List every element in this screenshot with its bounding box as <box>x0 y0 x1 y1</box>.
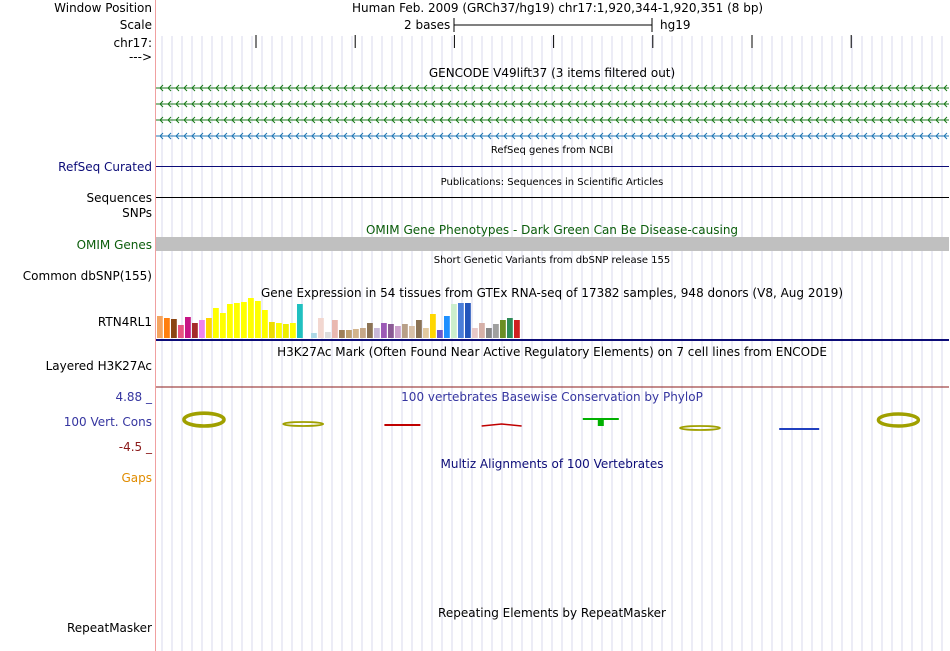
strand-arrow-label: ---> <box>128 50 152 64</box>
refseq-track-label[interactable]: RefSeq Curated <box>58 160 152 174</box>
phylop-score-mark <box>779 428 820 430</box>
phylop-ymax-label: 4.88 _ <box>115 390 152 404</box>
phylop-score-mark <box>679 425 721 431</box>
scale-label: Scale <box>119 18 152 32</box>
gtex-tissue-bar[interactable] <box>437 330 443 338</box>
gtex-tissue-bar[interactable] <box>353 329 359 338</box>
gtex-tissue-bar[interactable] <box>234 303 240 338</box>
h3k27ac-track-title: H3K27Ac Mark (Often Found Near Active Re… <box>277 345 827 359</box>
gtex-tissue-bar[interactable] <box>255 301 261 338</box>
gtex-tissue-bar[interactable] <box>374 328 380 338</box>
omim-track-title: OMIM Gene Phenotypes - Dark Green Can Be… <box>365 223 739 237</box>
omim-bar[interactable] <box>156 237 949 251</box>
gtex-tissue-bar[interactable] <box>311 333 317 338</box>
gtex-tissue-bar[interactable] <box>472 328 478 338</box>
gtex-tissue-bar[interactable] <box>360 328 366 338</box>
gtex-tissue-bar[interactable] <box>339 330 345 338</box>
gtex-tissue-bar[interactable] <box>157 316 163 338</box>
phylop-ymin-label: -4.5 _ <box>118 440 152 454</box>
gtex-tissue-bar[interactable] <box>276 323 282 338</box>
gtex-tissue-bar[interactable] <box>388 324 394 338</box>
gaps-label: Gaps <box>121 471 152 485</box>
publications-track-label[interactable]: Sequences <box>86 191 152 205</box>
gtex-tissue-bar[interactable] <box>451 304 457 338</box>
refseq-track-title: RefSeq genes from NCBI <box>490 145 614 156</box>
window-position-label: Window Position <box>54 1 152 15</box>
gtex-track-label[interactable]: RTN4RL1 <box>97 315 152 329</box>
gtex-tissue-bar[interactable] <box>479 323 485 338</box>
gtex-tissue-bar[interactable] <box>185 317 191 338</box>
gtex-tissue-bar[interactable] <box>367 323 373 338</box>
grid-lines <box>161 36 943 651</box>
dbsnp-track-title: Short Genetic Variants from dbSNP releas… <box>433 255 671 266</box>
gtex-tissue-bar[interactable] <box>423 328 429 338</box>
gtex-tissue-bar[interactable] <box>164 318 170 338</box>
h3k27ac-track-label[interactable]: Layered H3K27Ac <box>45 359 152 373</box>
gtex-tissue-bar[interactable] <box>402 324 408 338</box>
gtex-track-title: Gene Expression in 54 tissues from GTEx … <box>260 286 844 300</box>
gtex-tissue-bar[interactable] <box>332 320 338 338</box>
phylop-scores[interactable] <box>182 411 921 431</box>
gtex-tissue-bar[interactable] <box>213 308 219 338</box>
gtex-barchart[interactable] <box>157 298 520 338</box>
repeatmasker-track-title: Repeating Elements by RepeatMasker <box>438 606 666 620</box>
gtex-tissue-bar[interactable] <box>500 320 506 338</box>
publications-track-title: Publications: Sequences in Scientific Ar… <box>440 177 664 188</box>
gene-model[interactable] <box>156 100 949 108</box>
assembly-label: hg19 <box>660 18 691 32</box>
phylop-score-mark <box>481 423 522 427</box>
phylop-track-label[interactable]: 100 Vert. Cons <box>63 415 152 429</box>
phylop-score-mark <box>182 411 226 428</box>
gene-model[interactable] <box>156 132 949 140</box>
gtex-tissue-bar[interactable] <box>507 318 513 338</box>
gtex-tissue-bar[interactable] <box>220 313 226 338</box>
gtex-tissue-bar[interactable] <box>430 314 436 338</box>
gtex-tissue-bar[interactable] <box>192 323 198 338</box>
multiz-track-title: Multiz Alignments of 100 Vertebrates <box>440 457 664 471</box>
gtex-tissue-bar[interactable] <box>297 304 303 338</box>
gene-model[interactable] <box>156 116 949 124</box>
gtex-tissue-bar[interactable] <box>269 322 275 338</box>
window-position-text[interactable]: Human Feb. 2009 (GRCh37/hg19) chr17:1,92… <box>352 1 764 15</box>
omim-track-label[interactable]: OMIM Genes <box>76 238 152 252</box>
phylop-score-mark <box>597 418 604 426</box>
gencode-track-title: GENCODE V49lift37 (3 items filtered out) <box>428 66 676 80</box>
gtex-tissue-bar[interactable] <box>493 324 499 338</box>
phylop-score-mark <box>876 412 921 428</box>
gtex-tissue-bar[interactable] <box>262 310 268 338</box>
repeatmasker-track-label[interactable]: RepeatMasker <box>66 621 152 635</box>
gtex-tissue-bar[interactable] <box>381 323 387 338</box>
gtex-tissue-bar[interactable] <box>486 328 492 338</box>
scale-bases-text: 2 bases <box>404 18 451 32</box>
gtex-tissue-bar[interactable] <box>395 326 401 338</box>
gtex-tissue-bar[interactable] <box>409 326 415 338</box>
chrom-label: chr17: <box>113 36 152 50</box>
snps-label[interactable]: SNPs <box>122 206 152 220</box>
gtex-tissue-bar[interactable] <box>458 303 464 338</box>
phylop-score-mark <box>282 421 325 427</box>
gene-model[interactable] <box>156 84 949 92</box>
dbsnp-track-label[interactable]: Common dbSNP(155) <box>22 269 152 283</box>
phylop-track-title: 100 vertebrates Basewise Conservation by… <box>401 390 703 404</box>
gtex-tissue-bar[interactable] <box>444 316 450 338</box>
gtex-tissue-bar[interactable] <box>227 304 233 338</box>
phylop-score-mark <box>399 424 406 426</box>
gtex-tissue-bar[interactable] <box>199 320 205 338</box>
gtex-tissue-bar[interactable] <box>346 330 352 338</box>
gtex-tissue-bar[interactable] <box>325 332 331 338</box>
gtex-tissue-bar[interactable] <box>514 320 520 338</box>
gtex-tissue-bar[interactable] <box>283 324 289 338</box>
gtex-tissue-bar[interactable] <box>178 325 184 338</box>
gtex-tissue-bar[interactable] <box>171 319 177 338</box>
gtex-tissue-bar[interactable] <box>318 318 324 338</box>
gtex-tissue-bar[interactable] <box>290 323 296 338</box>
gtex-tissue-bar[interactable] <box>241 302 247 338</box>
gtex-tissue-bar[interactable] <box>248 298 254 338</box>
gtex-tissue-bar[interactable] <box>416 320 422 338</box>
gtex-tissue-bar[interactable] <box>465 303 471 338</box>
gtex-tissue-bar[interactable] <box>206 318 212 338</box>
